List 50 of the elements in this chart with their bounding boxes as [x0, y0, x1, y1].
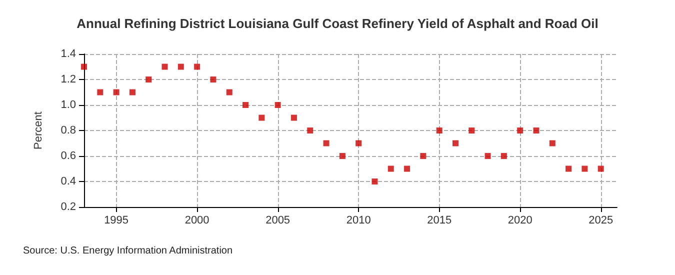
point — [307, 128, 314, 134]
chart-title: Annual Refining District Louisiana Gulf Coast Refinery Yield of Asphalt and Road Oil — [76, 16, 598, 31]
point — [436, 128, 442, 134]
point — [500, 153, 507, 159]
point — [258, 114, 265, 121]
y-tick-label: 1.2 — [60, 74, 76, 86]
point — [484, 153, 491, 159]
point — [97, 89, 104, 96]
point — [194, 64, 200, 70]
point — [533, 128, 540, 134]
point — [582, 166, 588, 172]
point — [242, 102, 249, 108]
point — [290, 114, 297, 121]
y-tick-label: 1.0 — [60, 99, 76, 111]
x-tick-label: 2020 — [508, 214, 532, 226]
x-tick-label: 2005 — [266, 214, 290, 226]
source-note: Source: U.S. Energy Information Administration — [23, 246, 233, 256]
point — [274, 102, 281, 108]
point — [404, 166, 410, 172]
point — [388, 166, 394, 172]
y-axis-title: Percent — [32, 112, 44, 150]
x-tick-label: 2025 — [588, 214, 614, 226]
point — [162, 64, 168, 70]
y-tick-label: 0.2 — [60, 201, 76, 213]
point — [598, 166, 604, 172]
point — [81, 64, 87, 70]
point — [549, 140, 556, 146]
x-tick-label: 2000 — [184, 214, 210, 226]
point — [517, 128, 524, 134]
point — [146, 76, 152, 82]
point — [210, 76, 216, 82]
point — [452, 140, 458, 146]
point — [129, 89, 136, 96]
y-tick-label: 0.6 — [60, 150, 76, 162]
x-tick-label: 2015 — [427, 214, 452, 226]
point — [372, 178, 378, 184]
point — [323, 140, 330, 146]
y-tick-label: 1.4 — [60, 48, 76, 60]
y-tick-label: 0.4 — [60, 176, 76, 188]
y-tick-label: 0.8 — [60, 124, 76, 136]
point — [468, 128, 475, 134]
point — [339, 153, 346, 159]
point — [226, 89, 232, 96]
x-tick-label: 1995 — [104, 214, 129, 226]
point — [178, 64, 184, 70]
point — [356, 140, 362, 146]
x-tick-label: 2010 — [346, 214, 371, 226]
point — [113, 89, 120, 96]
point — [566, 166, 572, 172]
point — [420, 153, 426, 159]
